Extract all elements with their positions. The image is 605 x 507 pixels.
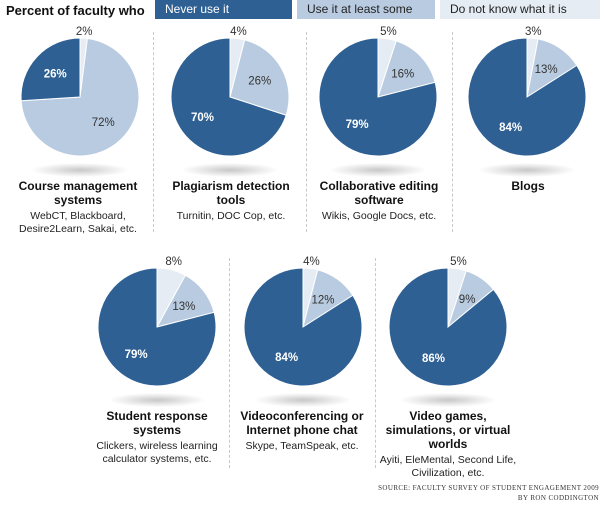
pie-shadow: [32, 163, 128, 177]
source-note: Source: Faculty Survey of Student Engage…: [378, 483, 599, 503]
data-label-use-some: 12%: [311, 294, 334, 306]
data-label-dont-know: 4%: [303, 256, 320, 268]
pie-slice-never-use: [243, 267, 363, 387]
data-label-use-some: 9%: [459, 294, 476, 306]
credit-line: By Ron Coddington: [517, 494, 599, 502]
data-label-dont-know: 3%: [525, 26, 542, 38]
source-line: Source: Faculty Survey of Student Engage…: [378, 484, 599, 492]
data-label-never-use: 86%: [422, 353, 445, 365]
divider: [153, 32, 154, 232]
data-label-never-use: 26%: [44, 69, 67, 81]
chart-subtitle: Turnitin, DOC Cop, etc.: [176, 210, 286, 222]
pie-shadow: [255, 393, 351, 407]
chart-subtitle: Wikis, Google Docs, etc.: [321, 210, 437, 222]
data-label-use-some: 26%: [248, 76, 271, 88]
pie-shadow: [182, 163, 278, 177]
pie-slice-use-some: [377, 40, 436, 98]
caption-blogs: Blogs: [455, 179, 601, 196]
page-title: Percent of faculty who: [6, 3, 145, 18]
chart-title: Blogs: [511, 179, 545, 193]
pie-slice-never-use: [97, 267, 217, 387]
data-label-never-use: 84%: [499, 122, 522, 134]
pie-shadow: [330, 163, 426, 177]
legend-never-use: Never use it: [155, 0, 292, 19]
divider: [452, 32, 453, 232]
data-label-use-some: 16%: [391, 69, 414, 81]
pie-shadow: [479, 163, 575, 177]
data-label-never-use: 70%: [191, 112, 214, 124]
data-label-never-use: 84%: [275, 352, 298, 364]
chart-subtitle: Skype, TeamSpeak, etc.: [245, 440, 359, 452]
data-label-never-use: 79%: [346, 119, 369, 131]
chart-title: Collaborative editing software: [319, 179, 439, 207]
legend-use-some: Use it at least some: [297, 0, 435, 19]
pie-chart: 79% 13% 8%: [97, 256, 217, 387]
caption-plagiarism: Plagiarism detection tools Turnitin, DOC…: [160, 179, 302, 223]
pie-slice-never-use: [467, 37, 587, 157]
legend-dont-know: Do not know what it is: [440, 0, 600, 19]
pie-slice-never-use: [170, 37, 287, 157]
data-label-use-some: 72%: [92, 117, 115, 129]
data-label-dont-know: 5%: [380, 26, 397, 38]
pie-slice-never-use: [318, 37, 438, 157]
chart-title: Student response systems: [106, 409, 208, 437]
chart-subtitle: Clickers, wireless learning calculator s…: [96, 440, 218, 465]
caption-student-response: Student response systems Clickers, wirel…: [88, 409, 226, 466]
divider: [229, 258, 230, 468]
data-label-dont-know: 4%: [230, 26, 247, 38]
chart-title: Plagiarism detection tools: [172, 179, 290, 207]
caption-videoconferencing: Videoconferencing or Internet phone chat…: [232, 409, 372, 453]
caption-collaborative: Collaborative editing software Wikis, Go…: [309, 179, 449, 223]
pie-chart: 26% 72% 2%: [20, 26, 140, 157]
pie-shadow: [400, 393, 496, 407]
pie-slice-never-use: [388, 267, 508, 387]
caption-video-games: Video games, simulations, or virtual wor…: [378, 409, 518, 480]
chart-title: Video games, simulations, or virtual wor…: [385, 409, 511, 451]
data-label-use-some: 13%: [535, 64, 558, 76]
chart-subtitle: Ayiti, EleMental, Second Life, Civilizat…: [379, 454, 517, 479]
pie-chart: 84% 12% 4%: [243, 256, 363, 387]
pie-shadow: [109, 393, 205, 407]
pie-slice-use-some: [229, 39, 290, 116]
caption-course-management: Course management systems WebCT, Blackbo…: [4, 179, 152, 236]
chart-subtitle: WebCT, Blackboard, Desire2Learn, Sakai, …: [19, 210, 137, 235]
chart-title: Course management systems: [18, 179, 138, 207]
pie-chart: 79% 16% 5%: [318, 26, 438, 157]
data-label-never-use: 79%: [125, 349, 148, 361]
data-label-dont-know: 5%: [450, 256, 467, 268]
data-label-dont-know: 2%: [76, 26, 93, 38]
divider: [375, 258, 376, 468]
chart-title: Videoconferencing or Internet phone chat: [240, 409, 364, 437]
data-label-use-some: 13%: [172, 301, 195, 313]
pie-chart: 86% 9% 5%: [388, 256, 508, 387]
data-label-dont-know: 8%: [165, 256, 182, 268]
pie-slice-never-use: [20, 37, 81, 102]
pie-chart: 84% 13% 3%: [467, 26, 587, 157]
pie-chart: 70% 26% 4%: [170, 26, 290, 157]
divider: [306, 32, 307, 232]
